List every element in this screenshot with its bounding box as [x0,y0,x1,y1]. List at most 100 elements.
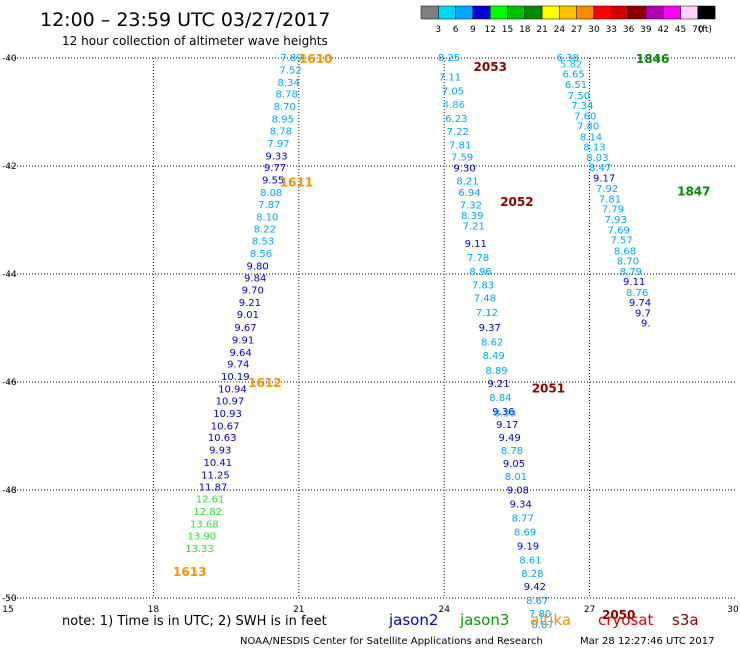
credit-text: NOAA/NESDIS Center for Satellite Applica… [240,636,543,647]
swh-value-s3a: 8.89 [485,366,507,377]
swh-value-s3a: 9.49 [498,433,520,444]
swh-value-s3a: 6.94 [458,188,480,199]
swh-value-altika: 10.94 [218,385,247,396]
swh-value-jason3: 8.47 [589,163,611,174]
swh-value-s3a: 9.30 [453,164,475,175]
swh-value-altika: 9.80 [246,261,268,272]
swh-value-s3a: 9.37 [479,323,501,334]
swh-value-s3a: 8.28 [521,569,543,580]
swh-value-jason3: 7.57 [610,236,632,247]
swh-value-altika: 13.90 [188,531,217,542]
swh-value-jason3: 7.69 [608,225,630,236]
swh-value-jason3: 6.51 [565,80,587,91]
swh-value-altika: 9.77 [264,163,286,174]
pass-number-label: 2051 [532,381,565,395]
swh-value-s3a: 7.78 [467,253,489,264]
swh-value-altika: 8.78 [276,90,298,101]
pass-number-label: 1610 [299,52,332,66]
swh-value-altika: 9.64 [230,348,252,359]
colorbar-label: 24 [554,25,566,35]
swh-value-jason3: 9.11 [623,277,645,288]
swh-value-altika: 7.87 [258,200,280,211]
y-tick-label: -42 [2,162,17,172]
swh-value-jason3: 8.76 [626,288,648,299]
footer-note: note: 1) Time is in UTC; 2) SWH is in fe… [62,614,327,629]
swh-value-s3a: 7.11 [439,72,461,83]
colorbar-label: 12 [484,25,495,35]
colorbar-swatch [489,5,508,20]
swh-value-s3a: 7.21 [463,221,485,232]
swh-value-s3a: 7.81 [449,140,471,151]
colorbar-swatch [420,5,439,20]
swh-value-jason3: 9.7 [635,308,651,319]
legend-s3a: s3a [672,611,699,629]
chart-title: 12:00 – 23:59 UTC 03/27/2017 [40,9,330,31]
x-tick-label: 24 [438,605,450,615]
colorbar-swatch [455,5,474,20]
swh-value-jason3: 9.74 [629,298,651,309]
swh-value-altika: 8.34 [277,78,299,89]
swh-value-altika: 12.82 [193,507,222,518]
colorbar-label: 15 [502,25,513,35]
swh-value-altika: 8.78 [270,126,292,137]
swh-value-s3a: 9.08 [507,486,529,497]
swh-value-s3a: 9.17 [496,420,518,431]
swh-value-s3a: 6.23 [445,114,467,125]
swh-value-altika: 8.08 [260,188,282,199]
swh-value-altika: 9.70 [242,286,264,297]
colorbar-swatch [628,5,647,20]
swh-value-s3a: 9.05 [503,459,525,470]
swh-value-jason3: 5.82 [560,59,582,70]
swh-value-s3a: 8.77 [512,514,534,525]
swh-value-jason3: 7.50 [568,91,590,102]
swh-value-altika: 9.91 [232,335,254,346]
colorbar-swatch [541,5,560,20]
swh-value-jason3: 8.14 [580,132,602,143]
swh-value-altika: 13.33 [185,544,214,555]
swh-value-altika: 10.19 [221,372,250,383]
colorbar-label: 45 [675,25,686,35]
colorbar-swatch [611,5,629,20]
swh-value-s3a: 8.21 [456,177,478,188]
pass-number-label: 2053 [474,60,507,74]
swh-value-s3a: 9.34 [510,500,532,511]
colorbar-label: 9 [470,25,476,35]
swh-value-altika: 8.95 [272,115,294,126]
x-tick-label: 18 [148,605,160,615]
colorbar-swatch [524,5,543,20]
colorbar-swatch [662,5,681,20]
y-tick-label: -40 [2,54,17,64]
x-tick-label: 15 [2,605,13,615]
x-tick-label: 27 [584,605,595,615]
swh-value-jason3: 7.81 [599,194,621,205]
swh-value-altika: 9.55 [262,176,284,187]
pass-number-label: 2050 [602,608,635,622]
colorbar-swatch [645,5,664,20]
pass-number-label: 1847 [677,184,710,198]
pass-number-label: 1611 [280,176,313,190]
y-tick-label: -46 [2,378,17,388]
swh-value-s3a: 7.32 [460,200,482,211]
swh-value-altika: 7.52 [279,65,301,76]
swh-value-altika: 10.93 [213,409,242,420]
pass-labels: 1610 1611 1612 1613 2053 2052 2051 2050 1846 1847 [173,52,710,622]
colorbar-label: 42 [657,25,668,35]
swh-value-jason3: 8.70 [617,257,639,268]
colorbar-swatch [472,5,491,20]
colorbar-swatch [680,5,699,20]
swh-value-jason3: 8.79 [620,267,642,278]
data-marks: 7.897.528.348.788.708.958.787.979.339.77… [185,53,651,631]
swh-value-s3a: 9.21 [487,379,509,390]
colorbar-label: 36 [623,25,635,35]
swh-value-altika: 10.41 [204,458,233,469]
swh-value-jason3: 8.13 [583,143,605,154]
swh-value-s3a: 7.59 [451,152,473,163]
swh-value-s3a: 7.48 [474,293,496,304]
swh-value-s3a: 9.42 [524,582,546,593]
swh-value-jason3: 9.17 [593,173,615,184]
swh-value-s3a: 7.83 [472,280,494,291]
colorbar-unit: (ft) [698,25,712,35]
colorbar-swatch [697,5,716,20]
colorbar-swatch [576,5,595,20]
swh-value-jason3: 7.79 [602,205,624,216]
